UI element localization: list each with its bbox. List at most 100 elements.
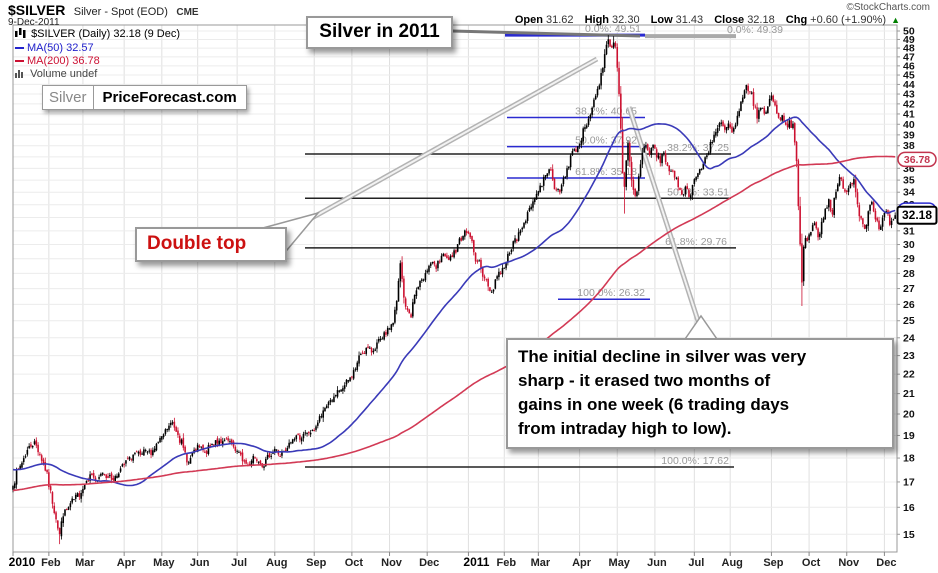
svg-text:36.78: 36.78 <box>904 154 930 166</box>
svg-text:42: 42 <box>903 98 915 110</box>
legend-ma200-label: MA(200) 36.78 <box>27 55 100 67</box>
ma50-color-swatch <box>15 47 24 50</box>
svg-text:Jun: Jun <box>190 557 210 569</box>
exchange-label: CME <box>176 7 199 18</box>
svg-text:2011: 2011 <box>463 555 489 569</box>
svg-text:24: 24 <box>903 332 915 344</box>
svg-text:19: 19 <box>903 430 915 442</box>
svg-text:34: 34 <box>903 187 915 199</box>
svg-text:43: 43 <box>903 89 915 101</box>
axis-layer: 1516171819202122232425262728293031323334… <box>9 26 915 570</box>
legend-volume-label: Volume undef <box>30 68 98 80</box>
legend-series-label: $SILVER (Daily) 32.18 (9 Dec) <box>31 28 181 40</box>
chart-legend: $SILVER (Daily) 32.18 (9 Dec) MA(50) 32.… <box>15 28 180 82</box>
svg-text:May: May <box>153 557 175 569</box>
low-label: Low <box>650 14 673 26</box>
svg-text:Nov: Nov <box>381 557 403 569</box>
svg-text:38.2%: 37.25: 38.2%: 37.25 <box>667 142 729 154</box>
svg-text:Mar: Mar <box>531 557 551 569</box>
svg-text:Sep: Sep <box>763 557 783 569</box>
svg-text:100.0%: 17.62: 100.0%: 17.62 <box>661 455 729 467</box>
low-value: 31.43 <box>675 14 704 26</box>
svg-text:45: 45 <box>903 70 915 82</box>
priceforecast-watermark: Silver PriceForecast.com <box>42 85 247 110</box>
svg-text:50.0%: 33.51: 50.0%: 33.51 <box>667 186 729 198</box>
change-up-arrow-icon: ▲ <box>891 15 900 25</box>
svg-text:Dec: Dec <box>419 557 439 569</box>
annotation-double-top: Double top <box>135 227 287 262</box>
svg-text:22: 22 <box>903 369 915 381</box>
svg-text:16: 16 <box>903 502 915 514</box>
close-value: 32.18 <box>747 14 775 26</box>
svg-text:39: 39 <box>903 129 915 141</box>
svg-text:May: May <box>609 557 631 569</box>
svg-text:36: 36 <box>903 163 915 175</box>
svg-text:61.8%: 29.76: 61.8%: 29.76 <box>665 236 727 248</box>
svg-text:Jul: Jul <box>688 557 704 569</box>
svg-text:Jun: Jun <box>647 557 667 569</box>
svg-text:Dec: Dec <box>876 557 896 569</box>
svg-text:32.18: 32.18 <box>902 208 932 222</box>
svg-text:18: 18 <box>903 453 915 465</box>
svg-text:Aug: Aug <box>722 557 743 569</box>
svg-text:35: 35 <box>903 175 915 187</box>
svg-text:Apr: Apr <box>572 557 592 569</box>
legend-ma200-row: MA(200) 36.78 <box>15 55 180 68</box>
open-value: 31.62 <box>545 14 574 26</box>
svg-text:26: 26 <box>903 299 915 311</box>
svg-text:2010: 2010 <box>9 555 36 569</box>
svg-text:41: 41 <box>903 108 915 120</box>
candles-layer <box>12 35 896 545</box>
callout-notch-layer <box>250 211 721 343</box>
chart-title: $SILVER Silver - Spot (EOD) CME <box>8 2 199 20</box>
svg-text:38: 38 <box>903 140 915 152</box>
close-label: Close <box>714 14 745 26</box>
grid-layer <box>12 24 898 553</box>
change-value: +0.60 (+1.90%) <box>810 14 887 26</box>
moving-average-layer <box>12 116 896 492</box>
annotation-silver-in-2011: Silver in 2011 <box>306 16 453 49</box>
svg-text:Oct: Oct <box>345 557 364 569</box>
high-value: 32.30 <box>612 14 640 26</box>
svg-text:47: 47 <box>903 51 915 63</box>
svg-text:50: 50 <box>903 26 915 38</box>
svg-text:17: 17 <box>903 476 915 488</box>
watermark-silver-label: Silver <box>42 85 94 110</box>
svg-text:30: 30 <box>903 239 915 251</box>
svg-text:Aug: Aug <box>266 557 287 569</box>
svg-text:40: 40 <box>903 119 915 131</box>
svg-text:Sep: Sep <box>306 557 326 569</box>
svg-text:Apr: Apr <box>117 557 137 569</box>
ma200-color-swatch <box>15 60 24 63</box>
svg-text:Mar: Mar <box>75 557 95 569</box>
stockcharts-credit: ©StockCharts.com <box>846 2 930 13</box>
svg-text:50.0%: 37.92: 50.0%: 37.92 <box>575 135 637 147</box>
legend-series-row: $SILVER (Daily) 32.18 (9 Dec) <box>15 28 180 42</box>
svg-text:Nov: Nov <box>838 557 860 569</box>
svg-text:100.0%: 26.32: 100.0%: 26.32 <box>577 287 645 299</box>
svg-text:44: 44 <box>903 79 915 91</box>
svg-text:61.8%: 35.18: 61.8%: 35.18 <box>575 166 637 178</box>
svg-text:46: 46 <box>903 60 915 72</box>
svg-text:Oct: Oct <box>802 557 821 569</box>
svg-text:15: 15 <box>903 529 915 541</box>
volume-bars-icon <box>15 69 25 82</box>
svg-text:21: 21 <box>903 388 915 400</box>
ticker-symbol: $SILVER <box>8 2 66 18</box>
svg-text:27: 27 <box>903 283 915 295</box>
legend-ma50-label: MA(50) 32.57 <box>27 42 94 54</box>
high-label: High <box>584 14 610 26</box>
svg-text:25: 25 <box>903 315 915 327</box>
ohlc-quote-row: Open 31.62 High 32.30 Low 31.43 Close 32.18 … <box>507 14 900 26</box>
change-label: Chg <box>785 14 808 26</box>
svg-text:Feb: Feb <box>41 557 61 569</box>
svg-text:Jul: Jul <box>231 557 247 569</box>
annotation-decline-note: The initial decline in silver was very s… <box>506 338 894 449</box>
svg-text:29: 29 <box>903 253 915 265</box>
svg-text:28: 28 <box>903 268 915 280</box>
svg-text:31: 31 <box>903 225 915 237</box>
